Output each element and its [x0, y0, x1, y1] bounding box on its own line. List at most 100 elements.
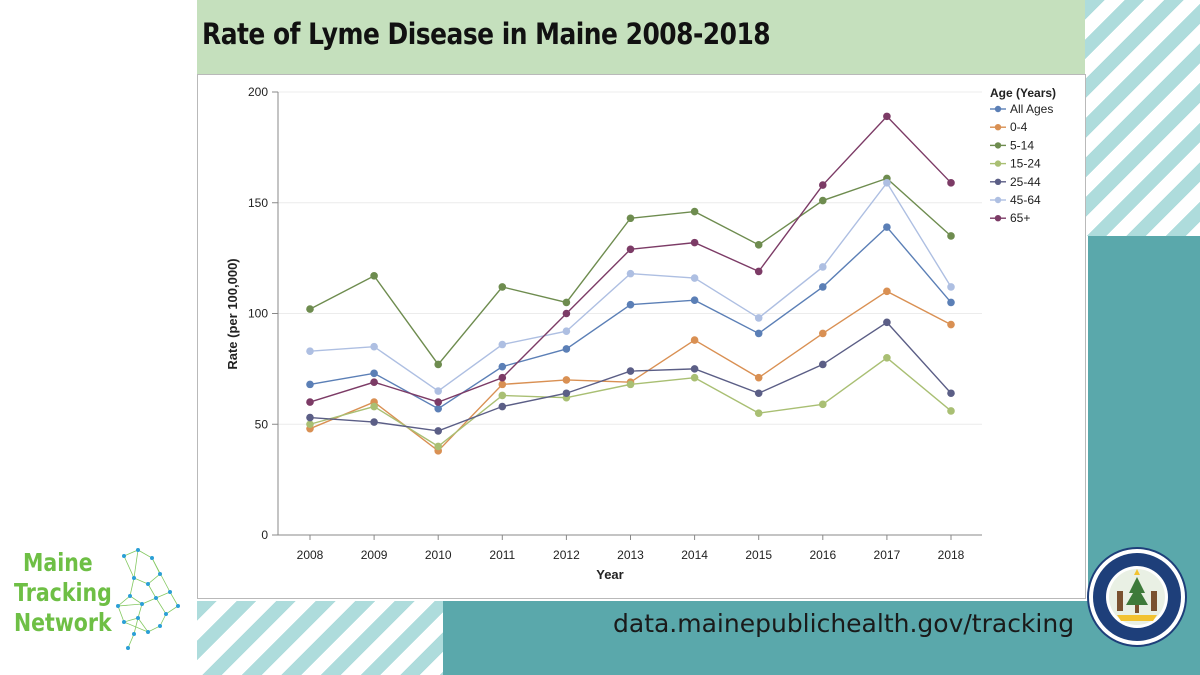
data-point — [754, 409, 763, 417]
data-point — [626, 245, 635, 254]
data-point — [498, 362, 507, 371]
x-tick-label: 2012 — [553, 548, 580, 562]
x-tick-label: 2010 — [425, 548, 452, 562]
data-point — [370, 378, 378, 386]
legend-swatch-point — [994, 178, 1002, 185]
x-tick-label: 2016 — [809, 548, 836, 562]
legend-label: 0-4 — [1010, 120, 1028, 134]
y-tick-label: 50 — [255, 417, 269, 431]
data-point — [690, 274, 699, 282]
data-point — [883, 287, 891, 296]
data-point — [498, 402, 507, 411]
legend-swatch-point — [994, 196, 1002, 204]
data-point — [370, 342, 378, 351]
data-point — [434, 427, 443, 435]
data-point — [754, 267, 763, 276]
data-point — [947, 179, 955, 187]
x-tick-label: 2013 — [617, 548, 644, 562]
data-point — [883, 354, 891, 362]
x-tick-label: 2009 — [361, 548, 388, 562]
data-point — [754, 389, 763, 398]
data-point — [498, 380, 507, 389]
y-tick-label: 100 — [248, 307, 268, 321]
data-point — [434, 387, 443, 395]
legend-label: 5-14 — [1010, 138, 1034, 152]
data-point — [306, 347, 314, 355]
x-tick-label: 2014 — [681, 548, 708, 562]
x-tick-label: 2015 — [745, 548, 772, 562]
data-point — [819, 181, 827, 189]
data-point — [754, 241, 763, 249]
data-point — [306, 420, 314, 429]
data-point — [690, 238, 699, 247]
data-point — [626, 367, 635, 375]
legend-swatch-point — [994, 142, 1002, 149]
data-point — [306, 380, 314, 389]
data-point — [434, 398, 443, 406]
logo-line: Maine — [22, 548, 93, 577]
decorative-stripes-top — [1085, 0, 1200, 236]
data-point — [370, 402, 378, 411]
data-point — [498, 340, 507, 349]
data-point — [626, 300, 635, 309]
data-point — [562, 389, 571, 398]
data-point — [434, 442, 443, 451]
legend-swatch-point — [994, 215, 1002, 222]
series-line — [309, 321, 952, 432]
x-tick-label: 2017 — [874, 548, 901, 562]
title-band: Rate of Lyme Disease in Maine 2008-2018 — [197, 0, 1085, 74]
y-axis-label: Rate (per 100,000) — [225, 258, 240, 369]
data-point — [883, 223, 891, 231]
data-point — [819, 400, 827, 409]
data-point — [562, 376, 571, 384]
legend-label: 25-44 — [1010, 175, 1041, 189]
data-point — [754, 373, 763, 382]
x-tick-label: 2008 — [297, 548, 324, 562]
network-graphic-icon — [116, 548, 180, 650]
page-title: Rate of Lyme Disease in Maine 2008-2018 — [202, 17, 771, 51]
data-point — [562, 345, 571, 353]
data-point — [434, 360, 443, 369]
data-point — [562, 309, 571, 318]
data-point — [434, 404, 443, 413]
legend-label: 45-64 — [1010, 193, 1041, 207]
decorative-stripes-bottom — [197, 601, 443, 675]
data-point — [819, 196, 827, 205]
data-point — [947, 232, 955, 240]
x-tick-label: 2018 — [938, 548, 965, 562]
data-point — [562, 298, 571, 307]
data-point — [690, 365, 699, 373]
data-point — [306, 413, 314, 422]
data-point — [370, 369, 378, 378]
legend-title: Age (Years) — [990, 86, 1056, 100]
data-point — [819, 329, 827, 338]
y-tick-label: 150 — [248, 196, 268, 210]
logo-line: Network — [14, 608, 112, 637]
data-point — [370, 272, 378, 280]
y-tick-label: 200 — [248, 85, 268, 99]
data-point — [306, 305, 314, 313]
legend-label: 65+ — [1010, 211, 1030, 225]
x-axis-label: Year — [596, 567, 623, 582]
data-point — [947, 283, 955, 291]
legend-swatch-point — [994, 124, 1002, 131]
data-point — [947, 320, 955, 329]
data-point — [626, 214, 635, 223]
legend-label: All Ages — [1010, 102, 1053, 116]
legend-label: 15-24 — [1010, 157, 1041, 171]
dhhs-seal-icon — [1087, 547, 1187, 647]
x-tick-label: 2011 — [489, 548, 515, 562]
data-point — [498, 373, 507, 382]
data-point — [370, 418, 378, 426]
series-line — [309, 181, 952, 392]
data-point — [754, 314, 763, 322]
data-point — [819, 360, 827, 369]
data-point — [819, 263, 827, 271]
data-point — [690, 296, 699, 305]
chart-frame — [197, 74, 1086, 599]
footer-url[interactable]: data.mainepublichealth.gov/tracking — [613, 609, 1075, 638]
data-point — [883, 179, 891, 187]
data-point — [883, 112, 891, 121]
y-tick-label: 0 — [261, 528, 268, 542]
